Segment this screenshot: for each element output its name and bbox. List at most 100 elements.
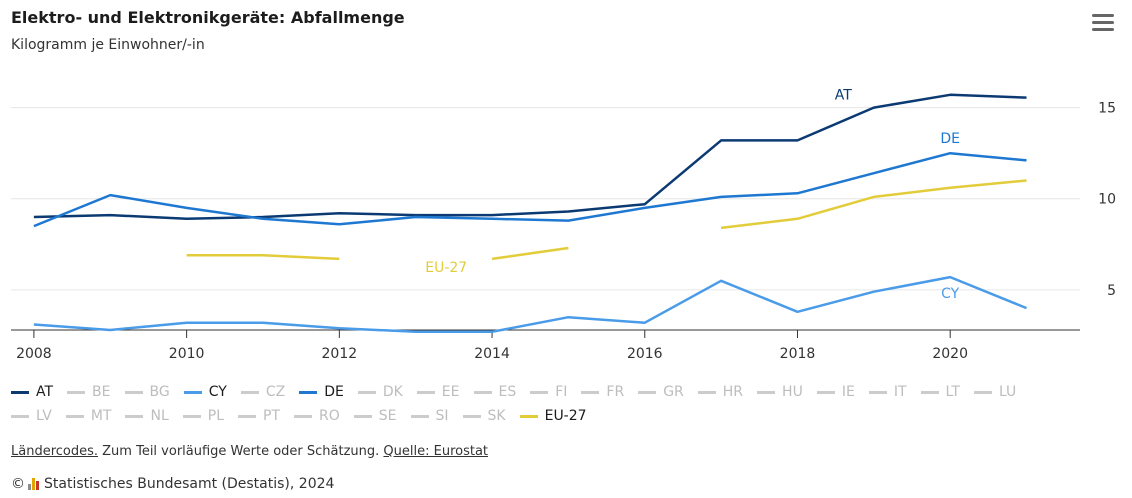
series-line-eu-27	[186, 254, 340, 261]
legend-item-pl[interactable]: PL	[182, 408, 225, 424]
legend-label: CY	[208, 384, 227, 400]
legend-item-be[interactable]: BE	[67, 384, 111, 400]
legend-label: BG	[149, 384, 170, 400]
legend-item-ie[interactable]: IE	[816, 384, 855, 400]
legend-swatch	[67, 390, 86, 394]
legend-item-at[interactable]: AT	[11, 384, 53, 400]
legend-item-cy[interactable]: CY	[183, 384, 227, 400]
legend-item-mt[interactable]: MT	[65, 408, 112, 424]
legend-swatch	[125, 414, 144, 418]
legend-item-lu[interactable]: LU	[973, 384, 1017, 400]
legend-swatch	[299, 390, 318, 394]
x-tick-label: 2016	[627, 346, 663, 362]
legend-swatch	[65, 414, 84, 418]
legend-label: CZ	[265, 384, 286, 400]
legend-swatch	[294, 414, 313, 418]
line-chart: 5 10 15 2008 2010 2012 2014 2016 2018 2020 AT DE CY E…	[11, 88, 1116, 362]
legend-label: NL	[150, 408, 169, 424]
series-label-eu-27: EU-27	[425, 260, 467, 276]
footnote: Ländercodes. Zum Teil vorläufige Werte o…	[11, 444, 488, 459]
legend-swatch	[638, 390, 657, 394]
legend-swatch	[581, 390, 600, 394]
legend-item-dk[interactable]: DK	[357, 384, 403, 400]
legend-label: PL	[207, 408, 225, 424]
legend-label: SK	[487, 408, 506, 424]
legend-swatch	[410, 414, 429, 418]
legend-label: PT	[263, 408, 281, 424]
legend-row: LV MT NL PL PT RO SE SI SK EU-27	[11, 404, 1111, 428]
legend-swatch	[868, 390, 887, 394]
legend-label: EU-27	[544, 408, 587, 424]
legend-label: LV	[36, 408, 52, 424]
legend-item-pt[interactable]: PT	[238, 408, 280, 424]
series-label-cy: CY	[941, 286, 960, 302]
legend-swatch	[473, 390, 492, 394]
legend-label: GR	[663, 384, 684, 400]
legend-item-ro[interactable]: RO	[294, 408, 340, 424]
legend-swatch	[182, 414, 201, 418]
legend-item-eu-27[interactable]: EU-27	[519, 408, 587, 424]
legend-label: BE	[92, 384, 111, 400]
legend-item-cz[interactable]: CZ	[240, 384, 286, 400]
legend-label: RO	[319, 408, 340, 424]
legend-swatch	[183, 390, 202, 394]
legend-item-ee[interactable]: EE	[416, 384, 460, 400]
legend-item-bg[interactable]: BG	[124, 384, 170, 400]
x-tick-label: 2008	[16, 346, 52, 362]
legend-swatch	[240, 390, 259, 394]
legend-label: HU	[782, 384, 803, 400]
y-tick-label: 5	[1107, 283, 1116, 299]
footnote-text: Zum Teil vorläufige Werte oder Schätzung…	[98, 444, 384, 459]
legend-item-gr[interactable]: GR	[638, 384, 684, 400]
series-line-de	[33, 151, 1027, 228]
legend-item-sk[interactable]: SK	[462, 408, 506, 424]
legend-swatch	[530, 390, 549, 394]
legend-item-fi[interactable]: FI	[530, 384, 567, 400]
x-tick-label: 2012	[322, 346, 358, 362]
credit-text: Statistisches Bundesamt (Destatis), 2024	[44, 476, 335, 492]
legend-label: MT	[90, 408, 112, 424]
legend-label: DE	[324, 384, 344, 400]
legend-swatch	[519, 414, 538, 418]
legend-label: EE	[441, 384, 460, 400]
legend-item-es[interactable]: ES	[473, 384, 516, 400]
chart-title: Elektro- und Elektronikgeräte: Abfallmen…	[11, 8, 405, 27]
legend-item-fr[interactable]: FR	[581, 384, 624, 400]
source-link[interactable]: Quelle: Eurostat	[383, 444, 489, 459]
legend-label: FI	[555, 384, 568, 400]
legend-item-si[interactable]: SI	[410, 408, 449, 424]
series-line-at	[33, 93, 1027, 221]
legend-item-lv[interactable]: LV	[11, 408, 52, 424]
x-tick-label: 2018	[780, 346, 816, 362]
legend: AT BE BG CY CZ DE DK EE ES FI FR GR HR HU IE IT LT LU LV MT…	[11, 380, 1111, 428]
hamburger-menu-icon[interactable]	[1092, 14, 1114, 34]
legend-item-hu[interactable]: HU	[757, 384, 803, 400]
legend-item-de[interactable]: DE	[299, 384, 344, 400]
legend-swatch	[416, 390, 435, 394]
legend-swatch	[816, 390, 835, 394]
legend-item-nl[interactable]: NL	[125, 408, 169, 424]
legend-swatch	[353, 414, 372, 418]
legend-swatch	[124, 390, 143, 394]
legend-swatch	[11, 390, 29, 394]
x-tick-label: 2020	[932, 346, 968, 362]
credit: © Statistisches Bundesamt (Destatis), 20…	[11, 476, 334, 492]
legend-item-se[interactable]: SE	[353, 408, 397, 424]
legend-swatch	[462, 414, 481, 418]
legend-label: FR	[606, 384, 625, 400]
legend-row: AT BE BG CY CZ DE DK EE ES FI FR GR HR HU IE IT LT LU	[11, 380, 1111, 404]
legend-swatch	[920, 390, 939, 394]
legend-swatch	[11, 414, 29, 418]
legend-item-it[interactable]: IT	[868, 384, 907, 400]
legend-swatch	[238, 414, 257, 418]
country-codes-link[interactable]: Ländercodes.	[11, 444, 99, 459]
legend-item-hr[interactable]: HR	[697, 384, 743, 400]
legend-label: IT	[893, 384, 907, 400]
legend-label: LT	[945, 384, 960, 400]
legend-swatch	[357, 390, 376, 394]
legend-item-lt[interactable]: LT	[920, 384, 960, 400]
legend-label: DK	[382, 384, 403, 400]
legend-label: LU	[998, 384, 1017, 400]
series-line-eu-27	[491, 246, 569, 261]
x-tick-label: 2014	[474, 346, 510, 362]
